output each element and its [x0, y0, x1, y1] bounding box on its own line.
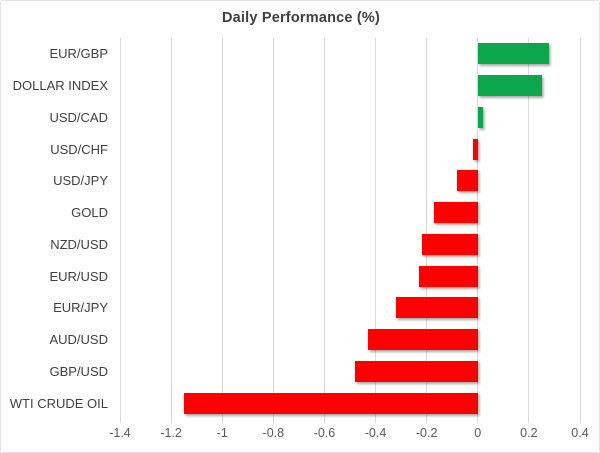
gridline [426, 38, 428, 419]
gridline [579, 38, 581, 419]
gridline [272, 38, 274, 419]
category-label: DOLLAR INDEX [12, 78, 108, 94]
axis-tick [272, 419, 274, 423]
x-tick-label: -0.2 [415, 426, 438, 440]
bar-gold [434, 202, 478, 224]
chart-title: Daily Performance (%) [221, 10, 381, 26]
bar-eur-usd [419, 265, 478, 287]
category-label: EUR/JPY [53, 300, 108, 316]
bar-usd-jpy [457, 170, 478, 192]
category-label: USD/CAD [49, 109, 108, 125]
x-tick-label: -1.4 [109, 426, 131, 440]
bar-usd-chf [472, 138, 478, 160]
axis-tick [477, 419, 479, 423]
x-tick-label: -1 [216, 426, 228, 440]
x-tick-label: 0 [474, 426, 482, 440]
category-axis: EUR/GBP DOLLAR INDEX USD/CAD USD/CHF USD/JPY… [1, 38, 108, 419]
category-label: GBP/USD [49, 363, 108, 379]
category-label: EUR/USD [49, 268, 108, 284]
gridline [221, 38, 223, 419]
axis-tick [579, 419, 581, 423]
category-label: USD/CHF [50, 141, 108, 157]
bar-wti-crude-oil [183, 392, 478, 414]
gridline [477, 38, 479, 419]
bar-usd-cad [477, 106, 483, 128]
category-label: GOLD [71, 205, 108, 221]
category-label: USD/JPY [53, 173, 108, 189]
bar-dollar-index [477, 75, 542, 97]
category-label: NZD/USD [50, 236, 108, 252]
axis-tick [119, 419, 121, 423]
axis-tick [426, 419, 428, 423]
gridline [528, 38, 530, 419]
gridline [170, 38, 172, 419]
bar-aud-usd [367, 329, 478, 351]
plot-area [119, 38, 581, 419]
bar-nzd-usd [421, 233, 478, 255]
x-tick-label: -0.6 [313, 426, 336, 440]
x-axis: -1.4 -1.2 -1 -0.8 -0.6 -0.4 -0.2 0 0.2 0.4 [109, 419, 589, 449]
category-label: WTI CRUDE OIL [9, 395, 108, 411]
x-tick-label: -1.2 [160, 426, 182, 440]
gridline [375, 38, 377, 419]
bar-gbp-usd [355, 360, 478, 382]
x-tick-label: 0.4 [571, 426, 589, 440]
gridline [323, 38, 325, 419]
axis-tick [528, 419, 530, 423]
axis-tick [375, 419, 377, 423]
axis-tick [170, 419, 172, 423]
axis-tick [323, 419, 325, 423]
category-label: AUD/USD [49, 332, 108, 348]
x-tick-label: -0.4 [364, 426, 387, 440]
gridline [119, 38, 121, 419]
axis-tick [221, 419, 223, 423]
bar-eur-jpy [396, 297, 478, 319]
category-label: EUR/GBP [49, 46, 108, 62]
x-tick-label: 0.2 [520, 426, 538, 440]
x-tick-label: -0.8 [262, 426, 285, 440]
bar-eur-gbp [477, 43, 550, 65]
